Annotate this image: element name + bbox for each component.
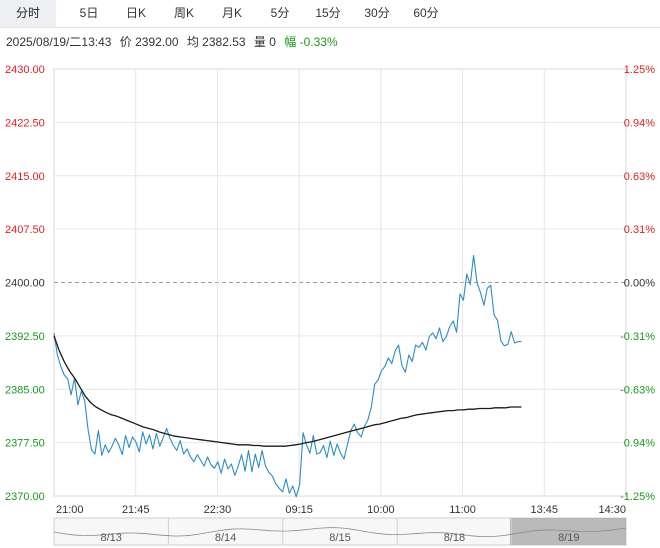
pct-tick-label: 0.00% — [624, 278, 655, 290]
navigator-date-label: 8/14 — [215, 532, 236, 544]
x-tick-label: 14:30 — [598, 504, 626, 516]
pct-tick-label: -0.63% — [620, 384, 655, 396]
quote-price: 价 2392.00 — [119, 35, 179, 49]
tab-intraday[interactable]: 分时 — [0, 0, 56, 27]
y-tick-label: 2400.00 — [5, 278, 45, 290]
x-tick-label: 11:00 — [449, 504, 476, 516]
x-tick-label: 21:00 — [56, 504, 84, 516]
navigator-date-label: 8/15 — [329, 532, 350, 544]
navigator-date-label: 8/18 — [444, 532, 465, 544]
quote-change: 幅 -0.33% — [284, 35, 338, 49]
pct-tick-label: -1.25% — [620, 491, 655, 503]
y-tick-label: 2415.00 — [5, 171, 45, 183]
x-tick-label: 13:45 — [531, 504, 559, 516]
y-tick-label: 2392.50 — [5, 331, 45, 343]
navigator-trace — [53, 527, 627, 537]
tab-15min[interactable]: 15分 — [315, 6, 341, 20]
tab-5day[interactable]: 5日 — [79, 6, 99, 20]
y-tick-label: 2407.50 — [5, 224, 45, 236]
tab-weekly-k[interactable]: 周K — [173, 6, 194, 20]
pct-tick-label: 0.94% — [624, 117, 655, 129]
tab-monthly-k[interactable]: 月K — [221, 6, 242, 20]
y-tick-label: 2370.00 — [5, 491, 45, 503]
x-tick-label: 09:15 — [285, 504, 313, 516]
x-tick-label: 22:30 — [204, 504, 232, 516]
quote-info-bar: 2025/08/19/二13:43 价 2392.00 均 2382.53 量 … — [6, 33, 343, 50]
y-tick-label: 2385.00 — [5, 384, 45, 396]
tab-daily-k[interactable]: 日K — [125, 6, 146, 20]
tab-60min[interactable]: 60分 — [413, 6, 439, 20]
quote-volume: 量 0 — [253, 35, 276, 49]
quote-average: 均 2382.53 — [186, 35, 246, 49]
y-tick-label: 2422.50 — [5, 117, 45, 129]
tab-30min[interactable]: 30分 — [364, 6, 390, 20]
navigator-date-label: 8/19 — [558, 532, 579, 544]
x-tick-label: 21:45 — [122, 504, 150, 516]
pct-tick-label: 0.31% — [624, 224, 655, 236]
x-tick-label: 10:00 — [367, 504, 395, 516]
quote-datetime: 2025/08/19/二13:43 — [6, 35, 112, 49]
average-series-line — [53, 335, 522, 447]
navigator-date-label: 8/13 — [100, 532, 121, 544]
pct-tick-label: -0.31% — [620, 331, 655, 343]
price-series-line — [53, 254, 522, 498]
y-tick-label: 2377.50 — [5, 438, 45, 450]
tab-5min[interactable]: 5分 — [270, 6, 290, 20]
pct-tick-label: 0.63% — [624, 171, 655, 183]
y-tick-label: 2430.00 — [5, 64, 45, 76]
period-tabs: 分时 5日 日K 周K 月K 5分 15分 30分 60分 — [0, 0, 660, 28]
pct-tick-label: 0.94% — [624, 438, 655, 450]
pct-tick-label: 1.25% — [624, 64, 655, 76]
